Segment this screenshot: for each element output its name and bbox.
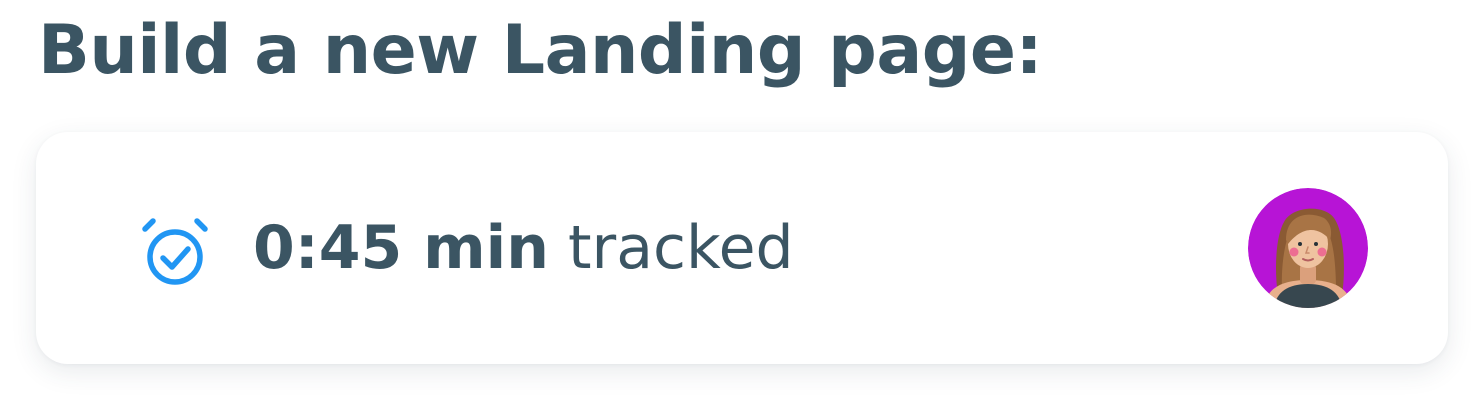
time-tracked-card[interactable]: 0:45 min tracked bbox=[36, 132, 1448, 364]
page-title: Build a new Landing page: bbox=[38, 11, 1043, 90]
user-avatar[interactable] bbox=[1248, 188, 1368, 308]
alarm-clock-check-icon bbox=[139, 217, 211, 289]
tracked-duration: 0:45 min bbox=[253, 213, 549, 283]
tracked-time: 0:45 min tracked bbox=[253, 206, 794, 290]
tracked-label: tracked bbox=[568, 213, 794, 283]
